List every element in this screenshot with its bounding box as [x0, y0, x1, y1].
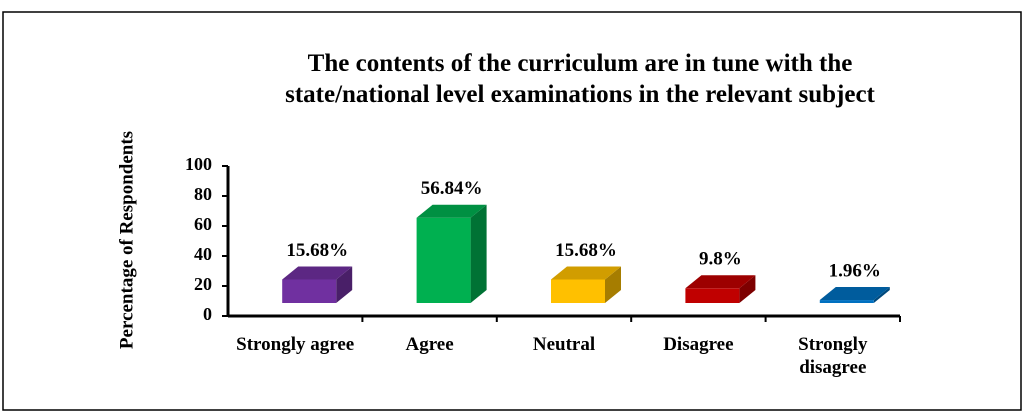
y-tick-label: 80: [194, 184, 212, 204]
frame: [2, 11, 1022, 411]
bar-top: [819, 287, 890, 301]
title-line: The contents of the curriculum are in tu…: [307, 50, 853, 77]
value-label: 15.68%: [555, 240, 617, 261]
chart-title: The contents of the curriculum are in tu…: [200, 48, 960, 110]
bar: [685, 288, 740, 303]
value-label: 56.84%: [421, 178, 483, 199]
bar-top: [551, 266, 621, 280]
x-tick-label: Neutral: [532, 334, 596, 355]
x-tick-label: Strongly agree: [236, 334, 355, 355]
x-tick-label: Agree: [405, 334, 454, 355]
bar-side: [605, 266, 621, 303]
bar-side: [470, 204, 487, 303]
x-tick-label: Strongly disagree: [798, 334, 868, 378]
bar-side: [873, 287, 890, 303]
bar-side: [739, 275, 756, 303]
value-label: 15.68%: [286, 240, 348, 261]
x-tick-label: Disagree: [663, 334, 734, 355]
y-tick-label: 0: [203, 304, 212, 324]
y-tick-label: 40: [194, 244, 212, 264]
value-label: 9.8%: [699, 249, 742, 270]
bar-top: [282, 266, 353, 280]
bar: [416, 217, 471, 303]
bar: [282, 279, 337, 303]
bar-side: [336, 266, 353, 303]
bar-top: [416, 204, 487, 218]
bar: [819, 300, 874, 303]
value-label: 1.96%: [829, 260, 881, 281]
bar: [551, 279, 605, 303]
bar-top: [685, 275, 756, 289]
title-line: state/national level examinations in the…: [285, 81, 875, 108]
y-tick-label: 60: [194, 214, 212, 234]
y-tick-label: 20: [194, 274, 212, 294]
y-tick-label: 100: [185, 154, 212, 174]
y-axis-label: Percentage of Respondents: [116, 131, 137, 349]
